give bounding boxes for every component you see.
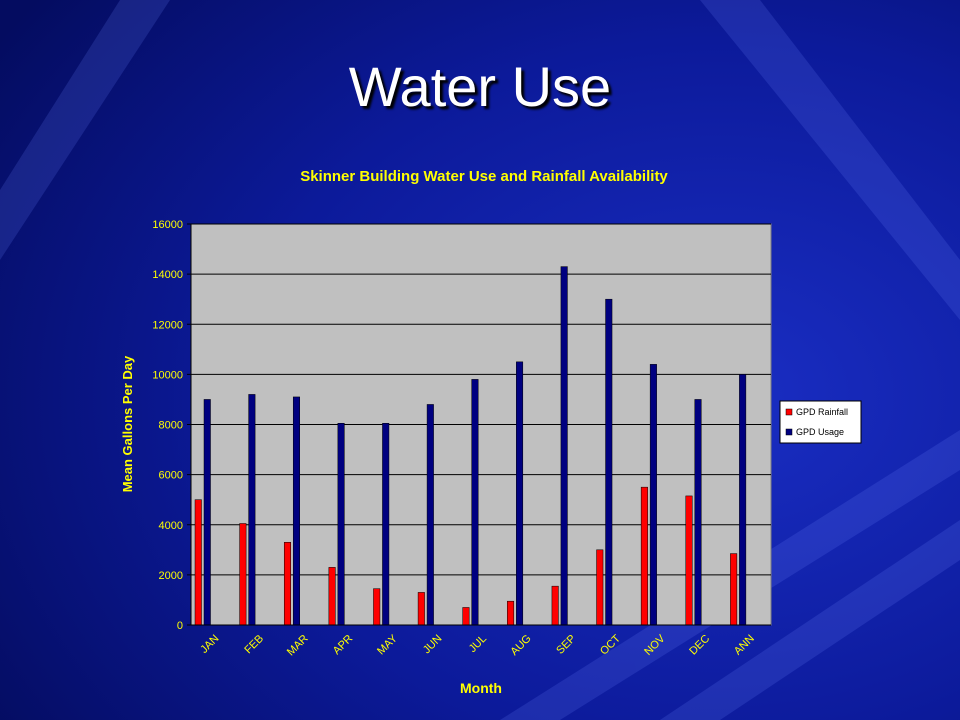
bar-rainfall-may xyxy=(373,588,381,626)
bar-rainfall-mar xyxy=(283,542,291,626)
x-tick-label: JAN xyxy=(198,633,221,656)
chart-title: Skinner Building Water Use and Rainfall … xyxy=(300,168,668,185)
x-tick-label: JUL xyxy=(467,633,489,655)
bar-usage-jan xyxy=(203,399,211,626)
bar-rainfall-jul xyxy=(462,607,470,626)
bar-usage-apr xyxy=(337,422,345,626)
bar-usage-feb xyxy=(248,394,256,626)
y-tick-label: 0 xyxy=(177,620,183,632)
bar-rainfall-aug xyxy=(507,600,515,626)
x-tick-label: NOV xyxy=(642,632,668,658)
x-tick-label: DEC xyxy=(687,633,712,658)
bar-usage-jun xyxy=(426,404,434,626)
y-axis-ticks: 0 2000 4000 6000 8000 10000 12000 14000 16000 xyxy=(152,219,191,632)
bar-rainfall-oct xyxy=(596,549,604,626)
bar-usage-aug xyxy=(516,361,524,626)
y-tick-label: 12000 xyxy=(152,319,183,331)
bar-usage-may xyxy=(382,422,390,626)
bar-rainfall-ann xyxy=(730,553,738,626)
x-tick-label: OCT xyxy=(598,632,623,657)
gridlines xyxy=(191,223,771,576)
x-tick-label: APR xyxy=(331,633,356,658)
y-axis-label: Mean Gallons Per Day xyxy=(120,355,135,492)
x-tick-label: ANN xyxy=(732,633,757,658)
x-axis-ticks: JAN FEB MAR APR MAY JUN JUL AUG SEP OCT NOV DEC ANN xyxy=(198,632,757,658)
bar-rainfall-sep xyxy=(551,585,559,626)
x-tick-label: AUG xyxy=(508,633,533,658)
bar-rainfall-nov xyxy=(640,486,648,626)
x-tick-label: MAR xyxy=(285,633,311,659)
bar-rainfall-apr xyxy=(328,567,336,626)
x-tick-label: SEP xyxy=(554,633,578,657)
y-tick-label: 8000 xyxy=(159,420,183,432)
legend-swatch-rainfall xyxy=(785,408,793,416)
y-tick-label: 16000 xyxy=(152,219,183,231)
bar-rainfall-dec xyxy=(685,495,693,626)
bar-usage-ann xyxy=(739,374,747,626)
y-tick-label: 4000 xyxy=(159,520,183,532)
x-tick-label: FEB xyxy=(242,633,266,657)
y-tick-label: 10000 xyxy=(152,369,183,381)
bar-rainfall-jan xyxy=(194,499,202,626)
x-tick-label: JUN xyxy=(421,633,445,657)
x-tick-label: MAY xyxy=(375,632,400,657)
slide-title: Water Use xyxy=(348,55,612,118)
legend-box xyxy=(779,400,862,444)
legend-swatch-usage xyxy=(785,428,793,436)
bar-usage-jul xyxy=(471,379,479,626)
bar-rainfall-jun xyxy=(417,592,425,626)
y-tick-label: 2000 xyxy=(159,570,183,582)
bar-usage-oct xyxy=(605,298,613,626)
bar-usage-mar xyxy=(292,396,300,626)
legend-label-rainfall: GPD Rainfall xyxy=(796,407,848,417)
bar-usage-dec xyxy=(694,399,702,626)
legend: GPD Rainfall GPD Usage xyxy=(779,400,862,444)
bar-rainfall-feb xyxy=(239,523,247,626)
y-tick-label: 14000 xyxy=(152,269,183,281)
x-axis-label: Month xyxy=(460,680,502,696)
bar-usage-sep xyxy=(560,266,568,626)
legend-label-usage: GPD Usage xyxy=(796,427,844,437)
y-tick-label: 6000 xyxy=(159,470,183,482)
bar-usage-nov xyxy=(649,364,657,626)
